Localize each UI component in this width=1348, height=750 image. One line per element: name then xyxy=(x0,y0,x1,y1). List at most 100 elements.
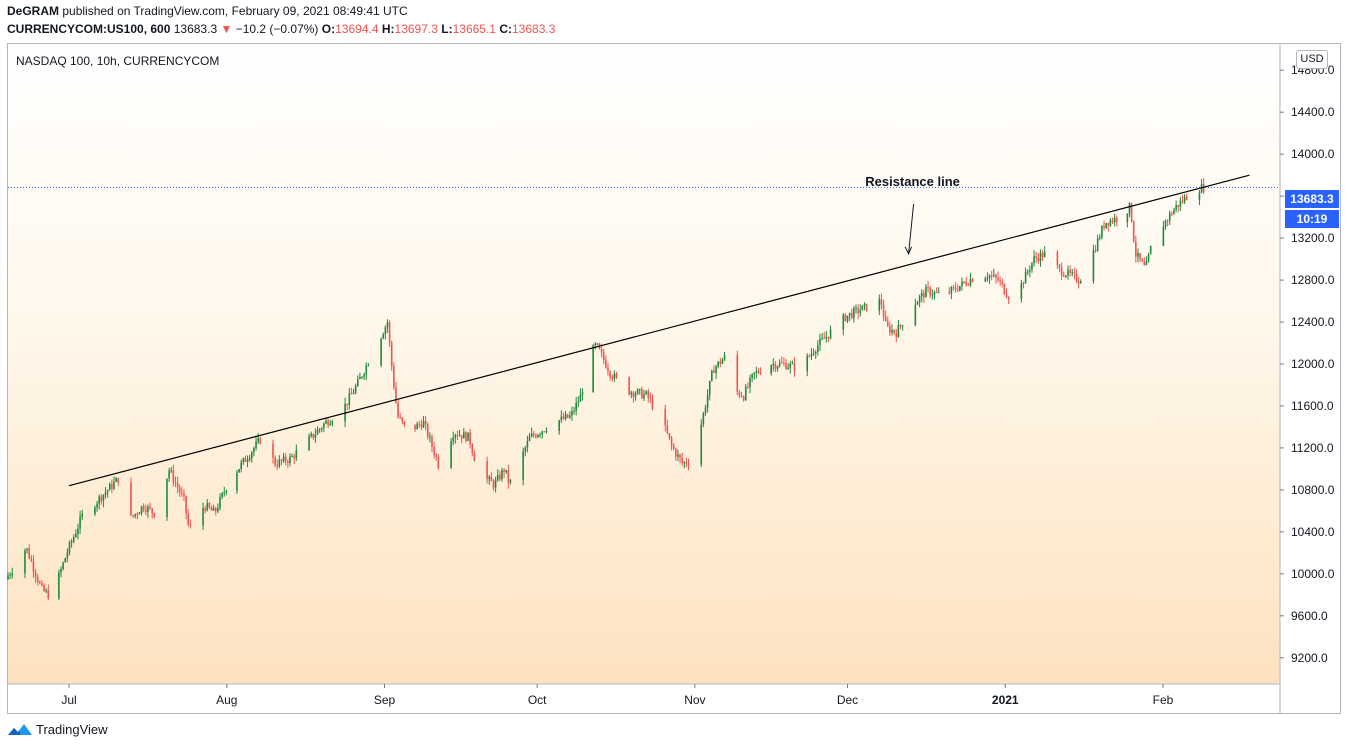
candle-body xyxy=(212,508,215,511)
candle-body xyxy=(569,415,571,418)
candle-body xyxy=(284,456,287,462)
candle-body xyxy=(632,392,635,397)
candle-body xyxy=(1173,209,1175,215)
candle-body xyxy=(507,469,510,483)
candle-body xyxy=(988,275,991,278)
candle-body xyxy=(1135,241,1137,257)
candle-body xyxy=(668,433,671,438)
candle-body xyxy=(969,279,972,286)
candle-body xyxy=(564,414,567,419)
candle-body xyxy=(1058,264,1061,268)
candle-body xyxy=(541,431,544,435)
candle-body xyxy=(255,441,257,449)
candle-body xyxy=(853,308,855,319)
candle-body xyxy=(331,421,334,424)
candle-body xyxy=(115,478,117,482)
candle-body xyxy=(1037,257,1040,262)
candle-body xyxy=(450,441,452,468)
candle-body xyxy=(28,548,30,559)
candle-body xyxy=(136,514,139,516)
candle-body xyxy=(310,433,312,437)
candle-body xyxy=(34,571,37,577)
plot-area[interactable] xyxy=(8,44,1280,684)
open-value: 13694.4 xyxy=(335,22,379,36)
candle-body xyxy=(558,420,560,432)
candle-body xyxy=(1094,250,1097,252)
chart-title: NASDAQ 100, 10h, CURRENCYCOM xyxy=(16,54,220,68)
candle-body xyxy=(793,363,796,372)
candle-body xyxy=(102,494,105,502)
candle-body xyxy=(100,496,103,502)
candle-body xyxy=(857,307,859,314)
candle-body xyxy=(454,435,457,438)
candle-body xyxy=(181,492,183,494)
candle-body xyxy=(918,296,921,303)
candle-body xyxy=(327,420,329,426)
candle-body xyxy=(1073,272,1076,274)
candle-body xyxy=(113,481,115,489)
candle-body xyxy=(393,366,395,388)
candle-body xyxy=(747,386,749,388)
candle-body xyxy=(132,515,134,517)
candle-body xyxy=(887,321,889,326)
candle-body xyxy=(94,507,96,514)
candle-body xyxy=(537,434,539,438)
low-label: L: xyxy=(441,22,453,36)
annotation-arrowhead xyxy=(904,246,913,256)
candle-body xyxy=(274,457,276,466)
candle-body xyxy=(312,433,315,438)
candle-body xyxy=(749,377,751,387)
candle-body xyxy=(846,315,849,321)
footer-brand[interactable]: TradingView xyxy=(8,722,108,737)
candle-body xyxy=(1033,256,1035,263)
candle-body xyxy=(948,292,951,294)
candle-body xyxy=(848,312,851,316)
candle-body xyxy=(1130,203,1133,222)
candle-body xyxy=(1145,261,1148,266)
currency-button[interactable]: USD xyxy=(1296,50,1328,69)
candle-body xyxy=(1035,256,1037,258)
candle-body xyxy=(1067,269,1069,276)
candle-body xyxy=(742,396,745,400)
candle-body xyxy=(1060,267,1063,276)
candle-body xyxy=(1024,271,1027,284)
candle-body xyxy=(219,497,221,509)
candle-body xyxy=(844,314,847,321)
candle-body xyxy=(145,509,147,513)
candle-body xyxy=(403,421,406,425)
candle-body xyxy=(225,490,228,493)
candle-body xyxy=(272,443,274,458)
candle-body xyxy=(1077,281,1080,284)
candle-body xyxy=(352,392,355,394)
candle-body xyxy=(723,354,726,360)
candle-body xyxy=(420,424,423,428)
candle-body xyxy=(645,391,647,394)
candle-body xyxy=(460,435,463,439)
candle-body xyxy=(543,431,546,433)
candle-body xyxy=(708,380,711,396)
candle-body xyxy=(717,361,719,367)
candle-body xyxy=(1056,252,1059,265)
candle-body xyxy=(566,414,569,418)
candle-body xyxy=(1164,220,1167,227)
candle-body xyxy=(1149,245,1152,255)
candle-body xyxy=(323,423,325,429)
candle-body xyxy=(395,387,397,403)
candle-body xyxy=(950,287,953,294)
candle-body xyxy=(999,280,1001,282)
candle-body xyxy=(1107,222,1110,226)
author[interactable]: DeGRAM xyxy=(7,4,60,18)
candle-body xyxy=(963,281,965,283)
candle-body xyxy=(1137,253,1139,257)
candle-body xyxy=(993,274,995,276)
candle-body xyxy=(1162,226,1165,246)
candle-body xyxy=(399,417,401,419)
candle-body xyxy=(1005,293,1008,298)
candle-body xyxy=(147,506,149,513)
candle-body xyxy=(770,365,772,374)
candle-body xyxy=(956,289,959,291)
candle-body xyxy=(634,393,637,397)
x-tick-label: Aug xyxy=(216,693,237,707)
candle-body xyxy=(418,423,421,425)
candle-body xyxy=(884,316,887,322)
